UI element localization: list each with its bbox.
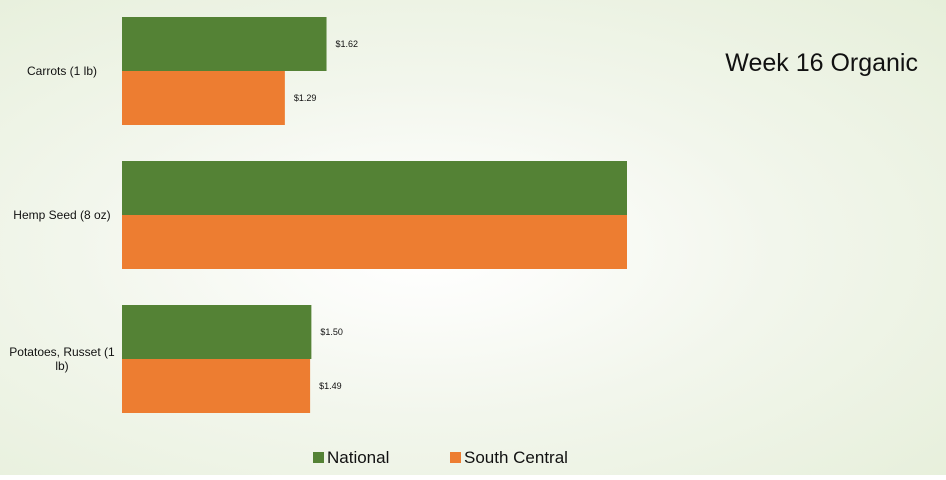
data-label-national-carrots-1-lb: $1.62 (336, 39, 359, 49)
legend-item-south-central: South Central (450, 448, 568, 467)
bar-national-hemp-seed-8-oz (122, 161, 627, 215)
legend: National South Central (313, 448, 568, 467)
legend-swatch-national (313, 452, 324, 463)
category-label-potatoes-russet-1-lb: Potatoes, Russet (1 lb) (9, 345, 115, 373)
bar-national-carrots-1-lb (122, 17, 327, 71)
data-label-south-central-potatoes-russet-1-lb: $1.49 (319, 381, 342, 391)
bottom-strip (0, 475, 946, 480)
bar-national-potatoes-russet-1-lb (122, 305, 312, 359)
legend-swatch-south-central (450, 452, 461, 463)
data-label-south-central-carrots-1-lb: $1.29 (294, 93, 317, 103)
data-label-national-potatoes-russet-1-lb: $1.50 (320, 327, 343, 337)
bar-south-central-carrots-1-lb (122, 71, 285, 125)
bars-layer (122, 17, 627, 413)
legend-label-south-central: South Central (464, 448, 568, 467)
legend-label-national: National (327, 448, 389, 467)
chart-title: Week 16 Organic (725, 49, 918, 77)
labels-layer: Carrots (1 lb) Hemp Seed (8 oz) Potatoes, … (9, 39, 358, 391)
category-label-hemp-seed-8-oz: Hemp Seed (8 oz) (13, 208, 110, 222)
category-label-carrots-1-lb: Carrots (1 lb) (27, 64, 97, 78)
legend-item-national: National (313, 448, 389, 467)
bar-south-central-potatoes-russet-1-lb (122, 359, 311, 413)
bar-south-central-hemp-seed-8-oz (122, 215, 627, 269)
